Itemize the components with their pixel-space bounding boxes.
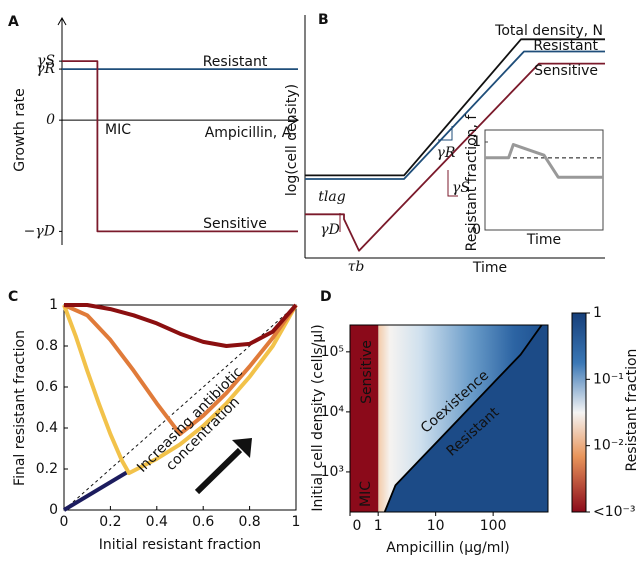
- plot-frame: [349, 324, 549, 513]
- inset-y-axis-label: Resistant fraction, f: [464, 114, 480, 252]
- colorbar-tick-label: 10⁻²: [593, 438, 624, 454]
- slope-marker: [447, 170, 458, 197]
- y-tick-label: γR: [36, 61, 55, 77]
- y-tick-label: 1: [49, 297, 58, 313]
- annotation: γR: [437, 145, 456, 161]
- series-line: [64, 303, 298, 348]
- x-tick-label: 1: [292, 514, 301, 530]
- colorbar: [571, 312, 587, 513]
- series-line: [383, 324, 543, 513]
- y-tick-label: 10⁵: [321, 344, 344, 360]
- x-axis-label: Time: [472, 260, 507, 276]
- x-axis-label: Initial resistant fraction: [99, 537, 261, 553]
- annotation: tlag: [318, 189, 345, 205]
- annotation: γD: [320, 222, 340, 238]
- series-line: [305, 50, 605, 180]
- annotation: γS: [452, 180, 470, 196]
- series-line: [305, 38, 605, 177]
- x-axis-label: Ampicillin, A: [205, 125, 292, 141]
- annotation: MIC: [358, 481, 374, 507]
- panel-letter: B: [318, 12, 329, 28]
- y-axis-label: log(cell density): [284, 84, 300, 196]
- inset-y-tick-label: 1: [472, 134, 481, 150]
- x-tick-label: 1: [374, 518, 383, 534]
- panel-letter: D: [320, 289, 332, 305]
- y-tick-label: 0: [46, 112, 55, 128]
- series-line: [62, 469, 131, 512]
- y-tick-label: 0.8: [36, 338, 58, 354]
- y-axis-label: Initial cell density (cells/µl): [310, 324, 326, 511]
- panel-letter: C: [8, 289, 18, 305]
- x-tick-label: 0: [60, 514, 69, 530]
- y-tick-label: 10⁴: [321, 404, 345, 420]
- y-axis-label: Growth rate: [12, 88, 28, 172]
- x-axis-arrow: [290, 115, 300, 125]
- y-axis-arrow: [57, 16, 67, 26]
- series-line: [485, 143, 603, 179]
- series-label: Sensitive: [534, 63, 598, 79]
- colorbar-tick-label: 10⁻¹: [593, 371, 624, 387]
- series-line: [62, 304, 298, 476]
- x-tick-label: 0: [353, 518, 362, 534]
- inset-y-tick-label: 0: [472, 222, 481, 238]
- y-tick-label: 0.4: [36, 420, 58, 436]
- x-tick-label: 0.6: [192, 514, 214, 530]
- annotation: τb: [348, 259, 365, 275]
- y-tick-label: γS: [37, 53, 55, 69]
- x-tick-label: 0.2: [99, 514, 121, 530]
- y-tick-label: 0.6: [36, 379, 58, 395]
- arrow-head: [232, 438, 252, 458]
- y-tick-label: 0.2: [36, 461, 58, 477]
- arrow-shaft: [194, 447, 243, 495]
- coexistence-region: [378, 325, 542, 512]
- x-tick-label: 10: [427, 518, 445, 534]
- sensitive-region: [350, 325, 379, 512]
- x-tick-label: 0.4: [146, 514, 168, 530]
- plot-frame: [63, 304, 297, 511]
- y-tick-label: 10³: [321, 464, 344, 480]
- series-line: [305, 62, 605, 252]
- series-line: [63, 303, 298, 437]
- series-label: Resistant: [203, 54, 268, 70]
- series-line: [62, 60, 298, 233]
- series-label: Resistant: [533, 38, 598, 54]
- annotation: MIC: [105, 122, 131, 138]
- y-tick-label: −γD: [24, 223, 55, 239]
- colorbar-tick-label: <10⁻³: [593, 504, 636, 520]
- x-axis-label: Ampicillin (µg/ml): [386, 540, 510, 556]
- x-tick-label: 0.8: [238, 514, 260, 530]
- series-label: Sensitive: [203, 216, 267, 232]
- panel-letter: A: [8, 14, 19, 30]
- slope-marker: [438, 126, 453, 141]
- inset-x-axis-label: Time: [526, 232, 561, 248]
- colorbar-label: Resistant fraction: [624, 349, 639, 472]
- series-label: Total density, N: [494, 23, 603, 39]
- colorbar-tick-label: 1: [593, 305, 602, 321]
- inset-frame: [484, 129, 604, 231]
- x-tick-label: 100: [480, 518, 507, 534]
- y-tick-label: 0: [49, 502, 58, 518]
- y-axis-label: Final resistant fraction: [12, 330, 28, 486]
- annotation: Sensitive: [359, 340, 375, 404]
